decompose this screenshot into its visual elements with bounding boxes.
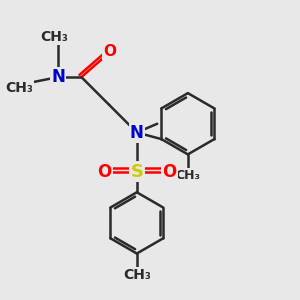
Text: O: O <box>103 44 116 59</box>
Text: S: S <box>130 163 143 181</box>
Text: N: N <box>51 68 65 86</box>
Text: O: O <box>97 163 111 181</box>
Text: CH₃: CH₃ <box>5 81 33 95</box>
Text: O: O <box>162 163 177 181</box>
Text: CH₃: CH₃ <box>176 169 200 182</box>
Text: CH₃: CH₃ <box>123 268 151 282</box>
Text: N: N <box>130 124 144 142</box>
Text: CH₃: CH₃ <box>40 30 68 44</box>
